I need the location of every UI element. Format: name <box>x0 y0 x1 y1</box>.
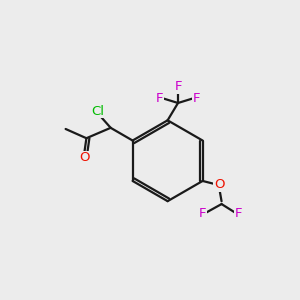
Text: O: O <box>214 178 224 191</box>
Text: F: F <box>174 80 182 93</box>
Text: Cl: Cl <box>91 105 104 118</box>
Text: F: F <box>199 207 206 220</box>
Text: F: F <box>234 207 242 220</box>
Text: F: F <box>155 92 163 105</box>
Text: O: O <box>79 152 89 164</box>
Text: F: F <box>193 92 201 105</box>
